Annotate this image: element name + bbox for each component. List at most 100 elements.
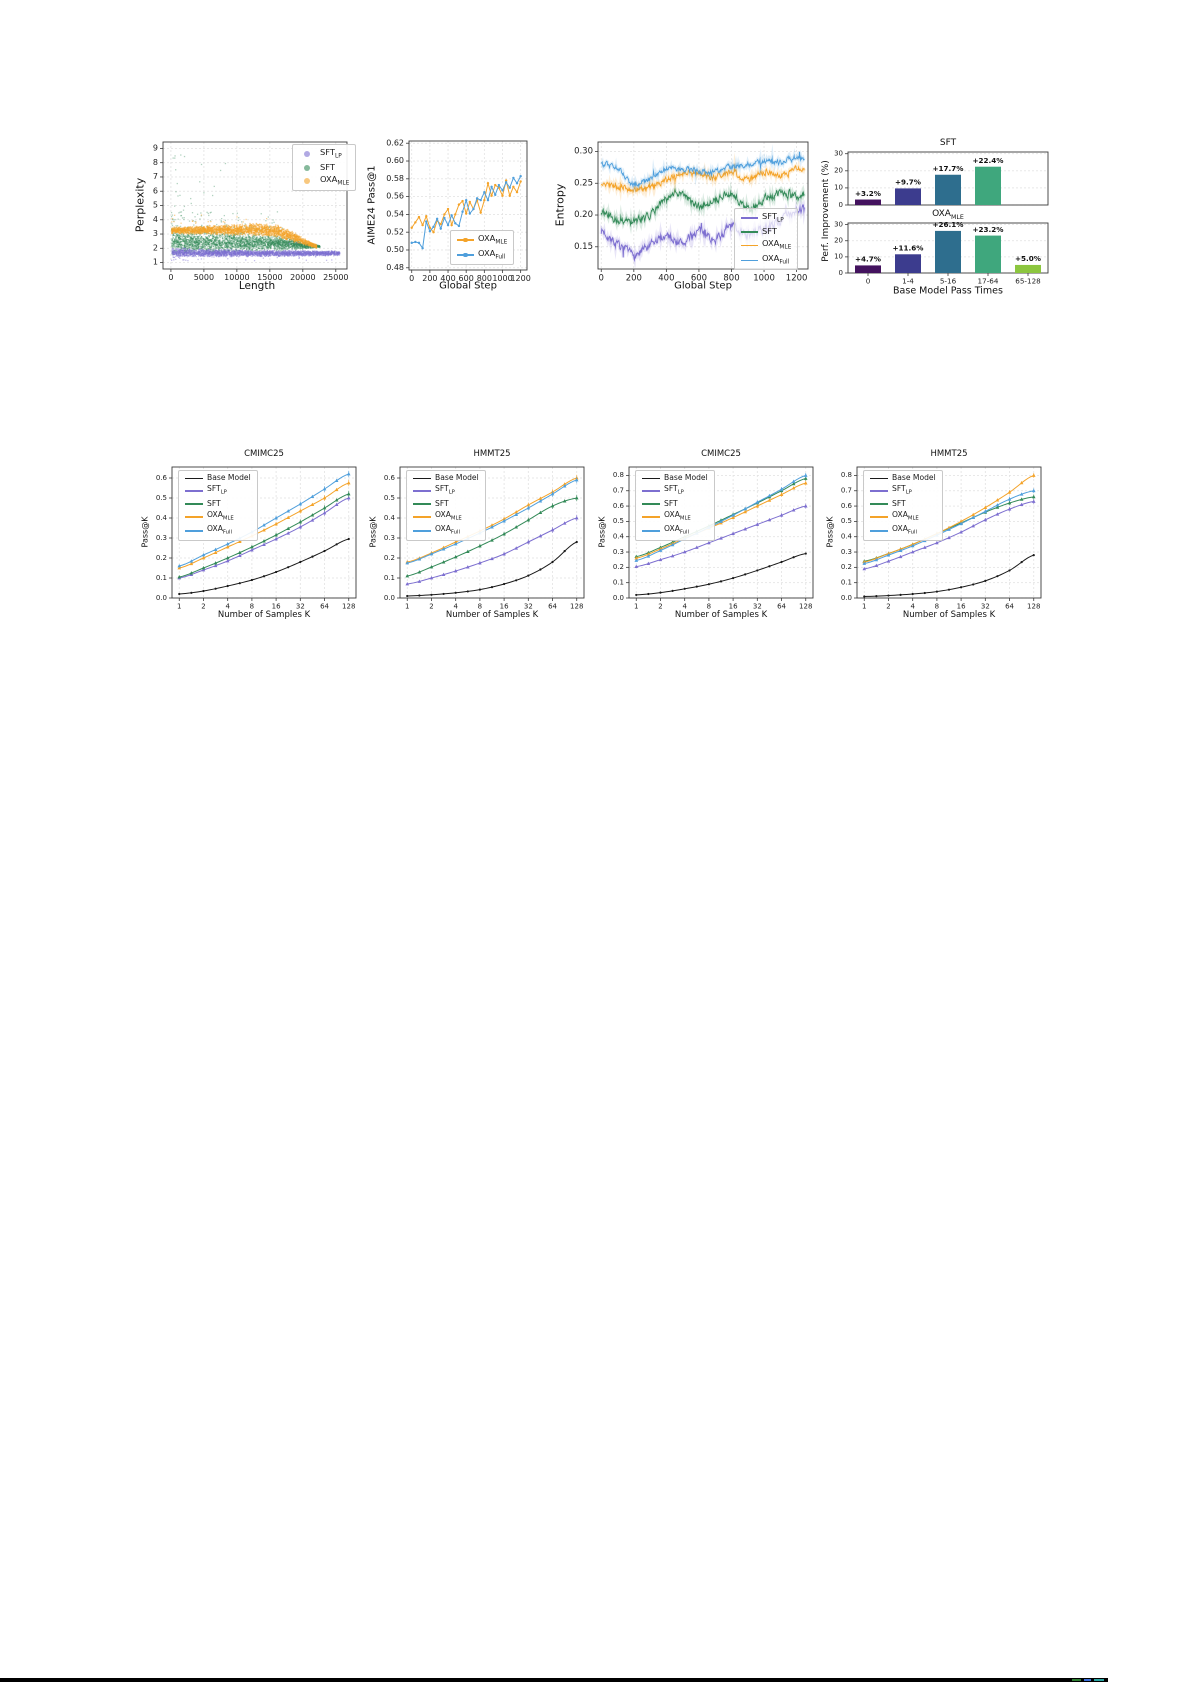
passk-cmimc25-b-canvas	[591, 456, 827, 614]
legend-entropy: SFTLP SFT OXAMLE OXAFull	[734, 208, 799, 271]
legend-swatch-oxa_full	[642, 527, 660, 535]
legend-label: SFTLP	[207, 484, 227, 496]
legend-label: OXAFull	[478, 248, 506, 261]
y-axis-label-passk-b1: Pass@K	[597, 516, 607, 548]
x-axis-label-samples-k-2: Number of Samples K	[445, 610, 539, 620]
legend-swatch-oxa_mle	[185, 513, 203, 521]
page-bottom-rule-artifact-1	[1072, 1679, 1081, 1681]
legend-item-sft-lp: SFTLP	[870, 485, 936, 496]
passk-hmmt25-a-canvas	[362, 456, 598, 614]
legend-swatch-oxa_full	[185, 527, 203, 535]
legend-item-sft: SFT	[185, 499, 251, 508]
legend-item-oxa-mle: OXAMLE	[185, 510, 251, 522]
legend-label: SFTLP	[762, 211, 784, 224]
legend-item-oxa-full: OXAFull	[413, 525, 479, 536]
legend-item-sft-lp: SFTLP	[642, 485, 708, 496]
legend-swatch-sft	[185, 500, 203, 508]
legend-swatch-sft_lp	[299, 150, 316, 158]
legend-item-oxa-full: OXAFull	[870, 525, 936, 536]
entropy-canvas	[556, 128, 822, 294]
legend-swatch-sft	[413, 500, 431, 508]
legend-perplexity-scatter: SFTLP SFT OXAMLE	[292, 144, 357, 192]
legend-label: SFT	[892, 498, 906, 508]
legend-swatch-oxa_full	[870, 527, 888, 535]
legend-label: OXAMLE	[664, 510, 691, 522]
legend-label: Base Model	[435, 473, 479, 482]
x-axis-label-samples-k-3: Number of Samples K	[674, 610, 768, 620]
legend-swatch-oxa_mle	[642, 513, 660, 521]
bar-chart-title-sft: SFT	[939, 138, 957, 148]
x-axis-label-base-model-pass-times: Base Model Pass Times	[893, 285, 1003, 297]
legend-item-oxa-mle: OXAMLE	[413, 510, 479, 522]
legend-label: SFT	[320, 162, 335, 173]
legend-swatch-oxa_mle	[413, 513, 431, 521]
bar-chart-title-oxa-mle: OXAMLE	[932, 209, 964, 221]
legend-label: SFTLP	[320, 147, 342, 160]
y-axis-label-entropy: Entropy	[553, 183, 567, 227]
legend-swatch-sft_lp	[413, 487, 431, 495]
legend-item-oxa-mle: OXAMLE	[299, 175, 349, 187]
x-axis-label-global-step-1: Global Step	[439, 280, 497, 292]
x-axis-label-global-step-2: Global Step	[674, 280, 732, 292]
x-axis-label-samples-k-4: Number of Samples K	[902, 610, 996, 620]
y-axis-label-passk-a2: Pass@K	[368, 516, 378, 548]
panel-title-cmimc25-b: CMIMC25	[701, 449, 741, 459]
panel-title-cmimc25-a: CMIMC25	[244, 449, 284, 459]
legend-item-base-model: Base Model	[870, 473, 936, 482]
legend-label: OXAFull	[435, 524, 460, 536]
legend-swatch-oxa_mle	[457, 236, 474, 244]
legend-swatch-sft	[870, 500, 888, 508]
legend-label: OXAMLE	[435, 510, 462, 522]
legend-label: OXAFull	[762, 253, 790, 266]
legend-item-sft-lp: SFTLP	[185, 485, 251, 496]
panel-title-hmmt25-b: HMMT25	[930, 449, 968, 459]
legend-label: Base Model	[664, 473, 708, 482]
legend-swatch-sft	[741, 228, 758, 236]
legend-item-sft: SFT	[741, 226, 791, 236]
legend-item-oxa-mle: OXAMLE	[741, 239, 791, 251]
legend-label: Base Model	[207, 473, 251, 482]
legend-label: SFT	[435, 498, 449, 508]
legend-item-base-model: Base Model	[185, 473, 251, 482]
legend-swatch-base	[642, 474, 660, 482]
legend-item-oxa-full: OXAFull	[741, 254, 791, 266]
y-axis-label-perplexity: Perplexity	[133, 177, 147, 233]
legend-passk-hmmt25-b: Base Model SFTLP SFT OXAMLE OXAFull	[863, 470, 943, 541]
legend-swatch-oxa_full	[741, 256, 758, 264]
x-axis-label-length: Length	[238, 280, 276, 292]
page-bottom-rule-artifact-3	[1094, 1679, 1104, 1681]
legend-swatch-sft_lp	[185, 487, 203, 495]
legend-item-sft-lp: SFTLP	[413, 485, 479, 496]
legend-item-oxa-full: OXAFull	[642, 525, 708, 536]
legend-swatch-oxa_mle	[299, 177, 316, 185]
legend-swatch-sft_lp	[741, 214, 758, 222]
legend-label: OXAMLE	[478, 233, 508, 246]
legend-item-base-model: Base Model	[642, 473, 708, 482]
legend-passk-cmimc25-b: Base Model SFTLP SFT OXAMLE OXAFull	[635, 470, 715, 541]
passk-cmimc25-a-canvas	[134, 456, 370, 614]
legend-passk-hmmt25-a: Base Model SFTLP SFT OXAMLE OXAFull	[406, 470, 486, 541]
legend-label: OXAFull	[664, 524, 689, 536]
legend-label: Base Model	[892, 473, 936, 482]
legend-item-sft-lp: SFTLP	[299, 147, 349, 160]
legend-item-sft: SFT	[870, 498, 936, 508]
y-axis-label-perf-improvement: Perf. Improvement (%)	[821, 160, 831, 262]
perplexity-scatter-canvas	[119, 130, 363, 292]
legend-swatch-base	[870, 474, 888, 482]
page-bottom-rule	[0, 1678, 1108, 1682]
improvement-oxa-bars-canvas	[806, 208, 1062, 290]
legend-swatch-sft	[299, 164, 316, 172]
legend-label: SFTLP	[892, 484, 912, 496]
legend-item-sft: SFT	[413, 498, 479, 508]
y-axis-label-passk-b2: Pass@K	[825, 516, 835, 548]
legend-item-oxa-full: OXAFull	[457, 248, 507, 261]
legend-item-oxa-mle: OXAMLE	[642, 510, 708, 522]
legend-passk-cmimc25-a: Base Model SFTLP SFT OXAMLE OXAFull	[178, 470, 258, 541]
passk-hmmt25-b-canvas	[819, 456, 1055, 614]
improvement-sft-bars-canvas	[806, 140, 1062, 212]
legend-item-base-model: Base Model	[413, 473, 479, 482]
legend-label: OXAMLE	[320, 174, 350, 187]
legend-swatch-oxa_full	[457, 251, 474, 259]
legend-label: SFTLP	[435, 484, 455, 496]
